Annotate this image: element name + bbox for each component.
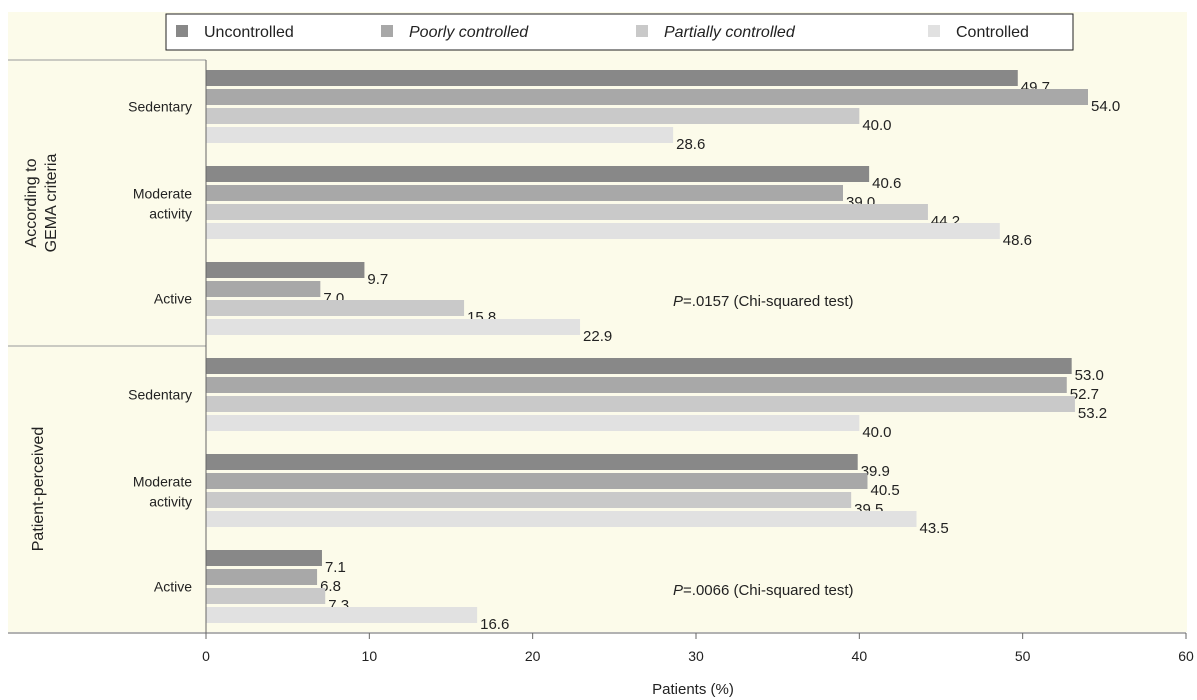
bar-poorly-controlled: [206, 569, 318, 585]
bar-uncontrolled: [206, 166, 870, 182]
bar-value-label: 48.6: [1003, 232, 1032, 249]
legend-swatch-3: [636, 25, 648, 37]
bar-controlled: [206, 127, 674, 143]
group-label: Moderate activity: [133, 186, 192, 222]
legend-label-1: Uncontrolled: [204, 24, 294, 41]
group-label: Active: [154, 291, 192, 307]
x-axis-label: Patients (%): [652, 681, 734, 698]
legend-label-3: Partially controlled: [664, 24, 796, 41]
legend-box: [165, 13, 1074, 51]
legend: Uncontrolled Poorly controlled Partially c…: [165, 13, 1074, 51]
bar-value-label: 53.0: [1075, 367, 1104, 384]
bar-uncontrolled: [206, 550, 322, 566]
x-tick-label: 60: [1178, 648, 1194, 664]
bar-controlled: [206, 511, 917, 527]
bars: 49.754.040.028.640.639.044.248.69.77.015…: [206, 70, 1120, 633]
legend-swatch-2: [381, 25, 393, 37]
bar-value-label: 39.9: [861, 463, 890, 480]
group-label: Sedentary: [128, 387, 192, 403]
bar-uncontrolled: [206, 454, 858, 470]
p-value-annotation-2: P=.0066 (Chi-squared test): [673, 582, 854, 599]
group-label: Active: [154, 579, 192, 595]
group-label: Sedentary: [128, 99, 192, 115]
panel-label-1: According to GEMA criteria: [23, 154, 60, 253]
bar-partially-controlled: [206, 492, 852, 508]
bar-uncontrolled: [206, 262, 365, 278]
bar-poorly-controlled: [206, 377, 1067, 393]
bar-partially-controlled: [206, 204, 928, 220]
bar-uncontrolled: [206, 70, 1018, 86]
x-tick-label: 0: [202, 648, 210, 664]
bar-poorly-controlled: [206, 185, 843, 201]
x-tick-label: 10: [362, 648, 378, 664]
group-label: Moderate activity: [133, 474, 192, 510]
bar-poorly-controlled: [206, 89, 1088, 105]
x-axis: 0 10 20 30 40 50 60: [8, 60, 1194, 664]
bar-value-label: 40.5: [871, 482, 900, 499]
bar-value-label: 9.7: [367, 271, 388, 288]
legend-label-4: Controlled: [956, 24, 1029, 41]
bar-controlled: [206, 319, 581, 335]
legend-swatch-4: [928, 25, 940, 37]
x-tick-label: 40: [852, 648, 868, 664]
panels: According to GEMA criteria Sedentary Modera…: [8, 59, 854, 599]
bar-partially-controlled: [206, 588, 326, 604]
bar-partially-controlled: [206, 396, 1075, 412]
bar-partially-controlled: [206, 108, 860, 124]
x-tick-label: 30: [688, 648, 704, 664]
bar-controlled: [206, 607, 478, 623]
legend-label-2: Poorly controlled: [409, 24, 529, 41]
bar-controlled: [206, 415, 860, 431]
bar-value-label: 6.8: [320, 578, 341, 595]
bar-partially-controlled: [206, 300, 465, 316]
bar-value-label: 40.0: [862, 424, 891, 441]
bar-value-label: 40.0: [862, 117, 891, 134]
panel-label-2: Patient-perceived: [30, 427, 47, 552]
bar-value-label: 54.0: [1091, 98, 1120, 115]
x-tick-label: 50: [1015, 648, 1031, 664]
bar-value-label: 28.6: [676, 136, 705, 153]
legend-swatch-1: [176, 25, 188, 37]
bar-value-label: 22.9: [583, 328, 612, 345]
bar-value-label: 7.1: [325, 559, 346, 576]
bar-value-label: 16.6: [480, 616, 509, 633]
bar-value-label: 43.5: [920, 520, 949, 537]
bar-controlled: [206, 223, 1000, 239]
bar-poorly-controlled: [206, 473, 868, 489]
bar-value-label: 40.6: [872, 175, 901, 192]
bar-uncontrolled: [206, 358, 1072, 374]
x-tick-label: 20: [525, 648, 541, 664]
bar-value-label: 53.2: [1078, 405, 1107, 422]
bar-value-label: 52.7: [1070, 386, 1099, 403]
p-value-annotation-1: P=.0157 (Chi-squared test): [673, 293, 854, 310]
bar-poorly-controlled: [206, 281, 321, 297]
